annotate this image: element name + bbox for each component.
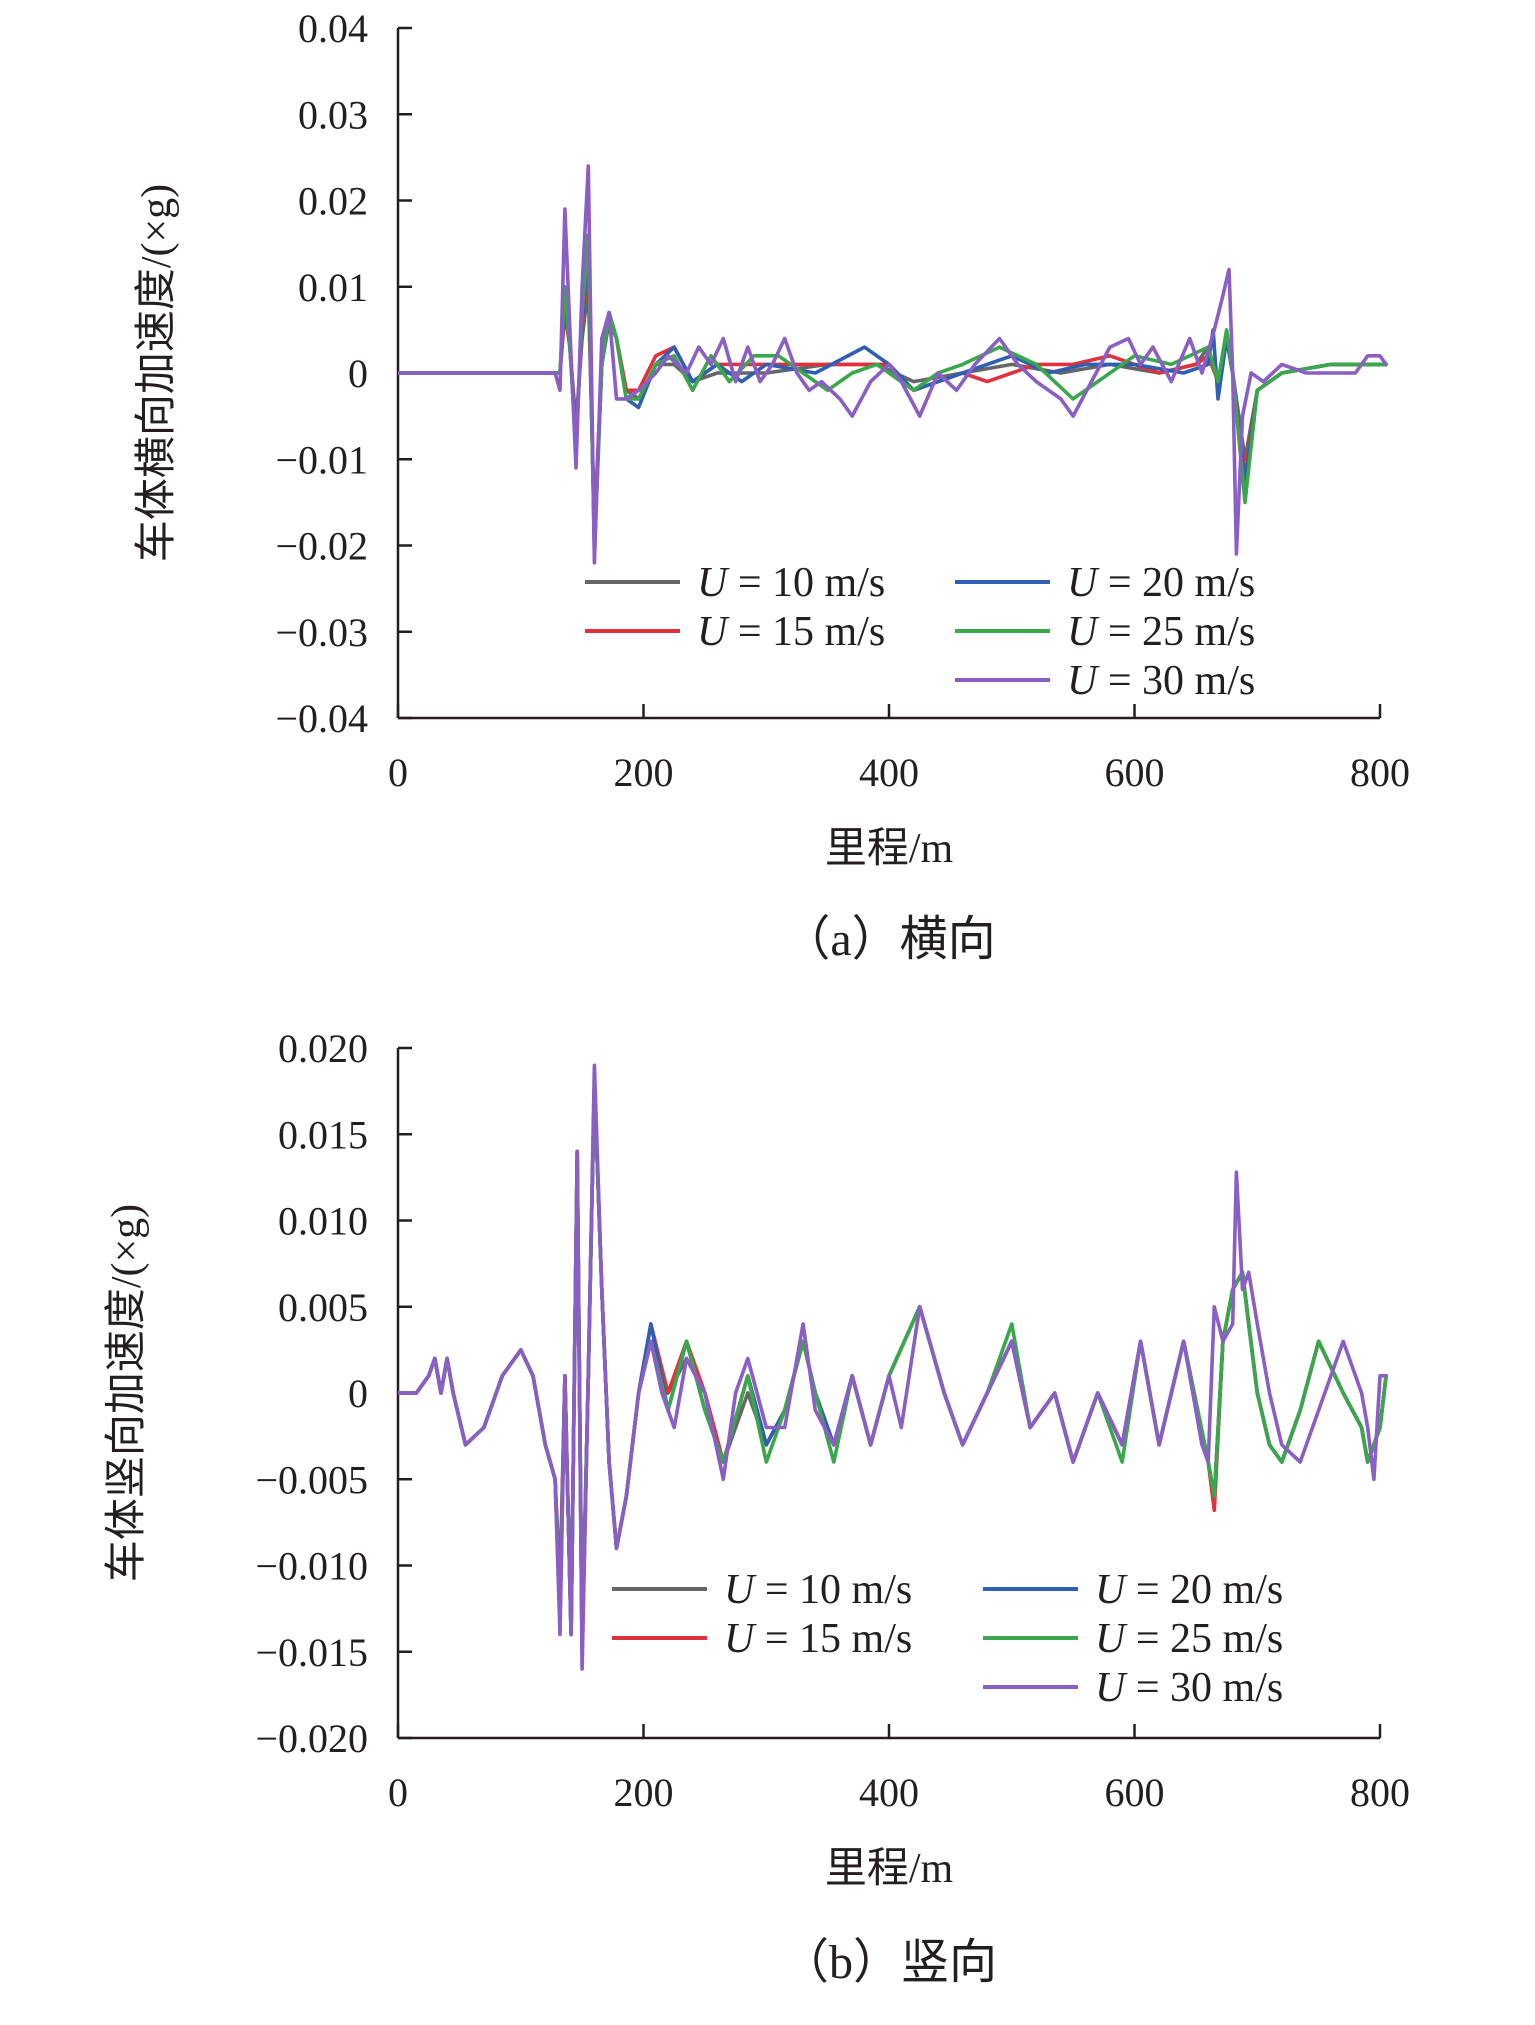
legend-label-2: U = 15 m/s — [724, 1616, 912, 1662]
y-tick-label: −0.04 — [275, 696, 368, 741]
panel-caption: （b）竖向 — [781, 1936, 997, 1989]
legend-label-5: U = 30 m/s — [1067, 658, 1255, 704]
y-tick-label: −0.020 — [255, 1716, 368, 1761]
y-tick-label: 0.015 — [278, 1112, 368, 1157]
y-tick-label: 0.005 — [278, 1285, 368, 1330]
x-tick-label: 400 — [859, 1770, 919, 1815]
series-line-5 — [398, 164, 1388, 565]
panel-b-vertical: 0.020 0.015 0.010 0.005 0 −0.005 −0.010 −0.015 −… — [104, 1026, 1410, 1989]
y-tick-label: −0.010 — [255, 1544, 368, 1589]
y-tick-label: −0.005 — [255, 1457, 368, 1502]
y-tick-label: 0 — [348, 351, 368, 396]
y-tick-label: 0.01 — [298, 265, 368, 310]
panel-a-lateral: 0.04 0.03 0.02 0.01 0 −0.01 −0.02 −0.03 −0.04 0 20… — [134, 6, 1410, 966]
y-tick-label: 0.04 — [298, 6, 368, 51]
x-axis-label: 里程/m — [825, 1846, 954, 1892]
x-tick-label: 0 — [388, 1770, 408, 1815]
x-axis-label: 里程/m — [825, 826, 954, 872]
legend-label-3: U = 20 m/s — [1095, 1567, 1283, 1613]
legend-label-3: U = 20 m/s — [1067, 560, 1255, 606]
legend-label-4: U = 25 m/s — [1067, 609, 1255, 655]
y-tick-label: −0.01 — [275, 437, 368, 482]
legend-label-1: U = 10 m/s — [697, 560, 885, 606]
y-tick-label: 0.02 — [298, 179, 368, 224]
legend-label-5: U = 30 m/s — [1095, 1665, 1283, 1711]
x-tick-label: 600 — [1105, 1770, 1165, 1815]
legend-label-2: U = 15 m/s — [697, 609, 885, 655]
x-tick-label: 600 — [1105, 750, 1165, 795]
x-tick-label: 0 — [388, 750, 408, 795]
legend-label-1: U = 10 m/s — [724, 1567, 912, 1613]
x-tick-label: 800 — [1350, 1770, 1410, 1815]
y-tick-label: 0.03 — [298, 92, 368, 137]
x-tick-label: 800 — [1350, 750, 1410, 795]
x-tick-label: 200 — [614, 750, 674, 795]
legend-label-4: U = 25 m/s — [1095, 1616, 1283, 1662]
y-tick-label: 0 — [348, 1371, 368, 1416]
panel-caption: （a）横向 — [782, 913, 995, 966]
y-tick-label: 0.010 — [278, 1199, 368, 1244]
series-line-1 — [398, 1080, 1388, 1637]
y-axis-label: 车体竖向加速度/(×g) — [104, 1204, 150, 1582]
y-axis-label: 车体横向加速度/(×g) — [134, 184, 180, 562]
x-tick-label: 400 — [859, 750, 919, 795]
y-tick-label: 0.020 — [278, 1026, 368, 1071]
y-tick-label: −0.03 — [275, 610, 368, 655]
x-tick-label: 200 — [614, 1770, 674, 1815]
series-line-5 — [398, 1063, 1388, 1671]
y-tick-label: −0.02 — [275, 524, 368, 569]
series-line-4 — [398, 233, 1388, 556]
y-tick-label: −0.015 — [255, 1630, 368, 1675]
